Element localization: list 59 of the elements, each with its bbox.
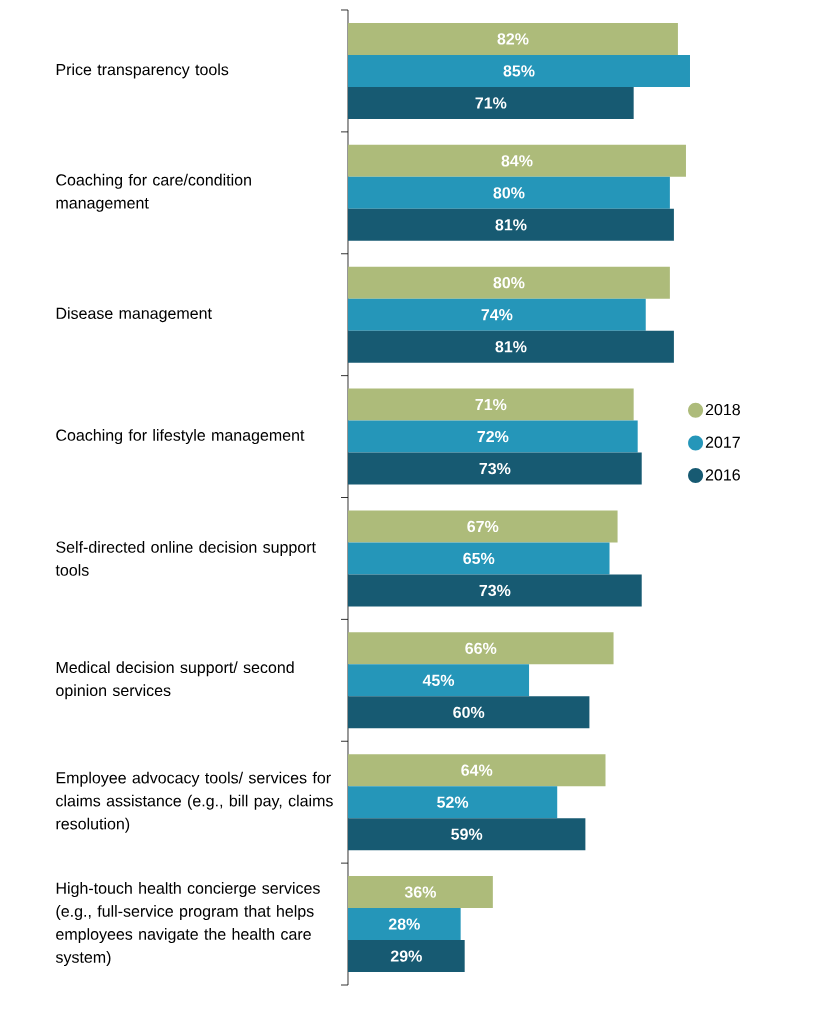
- bar: [348, 786, 558, 819]
- legend-label: 2018: [705, 403, 740, 416]
- bar: [348, 86, 634, 119]
- data-label: 28%: [388, 918, 420, 930]
- data-label: 81%: [495, 219, 527, 231]
- bar: [348, 510, 618, 543]
- data-label: 80%: [493, 187, 525, 199]
- bar: [348, 664, 530, 697]
- bar: [348, 144, 686, 177]
- data-label: 85%: [503, 65, 535, 77]
- data-label: 73%: [479, 584, 511, 597]
- bar: [348, 908, 461, 941]
- data-label: 36%: [404, 886, 437, 898]
- legend-label: 2017: [705, 436, 740, 448]
- data-label: 65%: [463, 552, 495, 565]
- data-label: 74%: [481, 309, 513, 321]
- y-tick-label: Medical decision support/ second opinion services: [56, 661, 294, 700]
- bar: [348, 632, 614, 665]
- data-label: 73%: [479, 462, 511, 475]
- bar: [348, 22, 678, 55]
- data-label: 59%: [451, 828, 483, 840]
- bar: [348, 330, 674, 363]
- y-tick-label: Coaching for lifestyle management: [56, 429, 305, 445]
- legend-label: 2016: [705, 469, 740, 481]
- data-label: 64%: [461, 764, 493, 776]
- data-label: 67%: [467, 520, 499, 533]
- bar: [348, 574, 642, 607]
- bar: [348, 266, 670, 299]
- y-tick-label: Price transparency tools: [56, 63, 229, 79]
- y-tick-label: Employee advocacy tools/ services for claims assistance (e.g., bill pay, claims resolution): [56, 771, 333, 833]
- bar: [348, 208, 674, 241]
- data-label: 82%: [497, 33, 529, 45]
- data-label: 80%: [493, 277, 525, 289]
- bar: [348, 876, 493, 909]
- y-tick-label: High-touch health concierge services (e.g., full-service program that helps employees navigate the health care system): [55, 882, 320, 967]
- bar: [348, 298, 646, 331]
- bar: [348, 754, 606, 787]
- y-tick-label: Self-directed online decision support tools: [55, 541, 316, 576]
- bar: [348, 420, 638, 453]
- data-label: 66%: [465, 642, 497, 654]
- bar: [348, 452, 642, 485]
- bar: [348, 940, 465, 973]
- bar: [348, 388, 634, 421]
- data-label: 71%: [475, 398, 507, 411]
- bar: [348, 818, 586, 851]
- y-tick-label: Coaching for care/condition management: [56, 173, 251, 212]
- data-label: 81%: [495, 341, 527, 353]
- data-label: 84%: [501, 155, 533, 167]
- bar: [348, 54, 690, 87]
- bar: [348, 542, 610, 575]
- data-label: 29%: [390, 950, 422, 962]
- data-label: 72%: [477, 430, 509, 443]
- y-tick-label: Disease management: [56, 307, 212, 323]
- bar: [348, 696, 590, 729]
- data-label: 71%: [475, 97, 507, 109]
- data-label: 60%: [453, 706, 485, 718]
- bar: [348, 176, 670, 209]
- data-label: 45%: [422, 674, 455, 686]
- data-label: 52%: [437, 796, 469, 808]
